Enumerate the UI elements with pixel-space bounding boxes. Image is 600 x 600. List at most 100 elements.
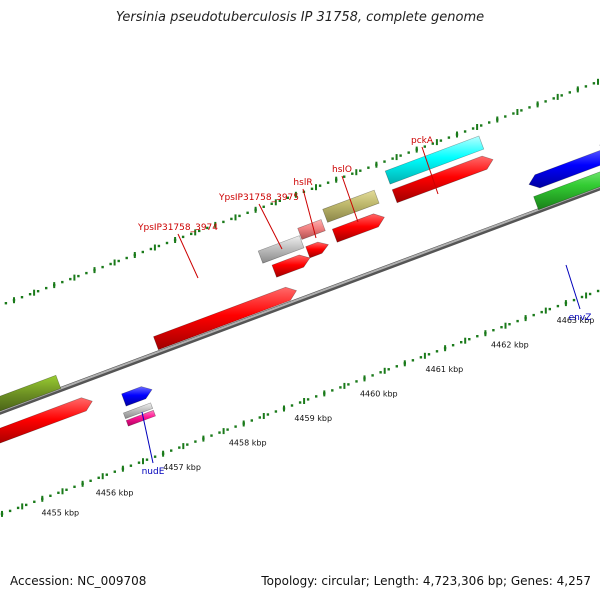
ruler-dot xyxy=(431,142,434,145)
ypsip31758-3975-rna xyxy=(257,235,305,264)
ruler-dot xyxy=(592,82,596,85)
ruler-dot xyxy=(262,205,265,208)
backbone-layer xyxy=(0,185,600,415)
ruler-dot xyxy=(198,229,201,233)
ruler-dot xyxy=(480,124,483,127)
ruler-dot xyxy=(101,265,104,269)
genome-summary-text: Topology: circular; Length: 4,723,306 bp… xyxy=(261,574,591,588)
ruler-dot xyxy=(250,419,253,422)
ruler-dot xyxy=(238,214,241,218)
ruler-dot xyxy=(343,175,346,178)
gene-label-ypsip31758_3975: YpsIP31758_3975 xyxy=(218,193,299,203)
scale-label-4458: 4458 kbp xyxy=(229,439,267,448)
ruler-dot xyxy=(145,458,149,461)
ruler-dot xyxy=(439,139,443,142)
ruler-dot xyxy=(36,290,40,293)
hslr-rna xyxy=(297,219,326,240)
gene-label-hslo: hslO xyxy=(332,165,352,175)
ruler-dot xyxy=(234,425,237,428)
scale-label-4455: 4455 kbp xyxy=(41,509,79,518)
ruler-dot xyxy=(77,274,80,278)
ruler-dot xyxy=(512,112,515,115)
ruler-dot xyxy=(117,259,120,263)
blue-cds-right xyxy=(528,150,600,189)
ruler-dot xyxy=(411,359,415,362)
ruler-dot xyxy=(290,404,294,407)
scale-label-4460: 4460 kbp xyxy=(360,390,398,399)
ruler-dot xyxy=(157,244,161,248)
ruler-dot xyxy=(258,416,261,419)
ruler-dot xyxy=(387,368,390,371)
ruler-dot xyxy=(331,389,334,392)
scale-label-4463: 4463 kbp xyxy=(557,316,595,325)
ruler-dot xyxy=(165,241,169,245)
ruler-dot xyxy=(548,307,551,311)
ruler-dot xyxy=(528,106,531,109)
envz-cds xyxy=(533,171,600,211)
leader-line-hslo xyxy=(341,175,359,223)
ruler-dot xyxy=(141,250,144,254)
ruler-dot xyxy=(73,485,76,488)
ruler-dot xyxy=(85,271,88,275)
ruler-dot xyxy=(427,353,431,356)
hslo-cds xyxy=(331,213,385,243)
grey-small-feature xyxy=(123,402,154,419)
scale-label-4461: 4461 kbp xyxy=(426,365,464,374)
gene-label-ypsip31758_3974: YpsIP31758_3974 xyxy=(137,223,218,233)
ruler-dot xyxy=(105,473,108,476)
ruler-dot xyxy=(278,199,281,202)
olive-feature xyxy=(0,374,62,412)
ruler-dot xyxy=(210,434,213,437)
ruler-dot xyxy=(339,386,342,389)
ruler-dot xyxy=(556,304,560,308)
ruler-dot xyxy=(367,166,370,169)
ruler-dot xyxy=(435,350,439,353)
ruler-dot xyxy=(137,461,141,464)
ruler-dot xyxy=(468,338,471,341)
ruler-dot xyxy=(45,286,48,290)
scale-label-4456: 4456 kbp xyxy=(96,488,134,497)
ruler-dot xyxy=(286,196,289,199)
ruler-dot xyxy=(97,476,100,479)
ruler-dot xyxy=(407,151,410,154)
ruler-dot xyxy=(206,226,209,230)
ruler-dot xyxy=(476,335,479,338)
ruler-dot xyxy=(149,247,153,251)
gene-label-hslr: hslR xyxy=(293,178,312,188)
features-layer xyxy=(0,135,600,444)
scale-label-4462: 4462 kbp xyxy=(491,341,529,350)
ruler-dot xyxy=(596,289,600,293)
ruler-dot xyxy=(532,313,535,317)
ruler-dot xyxy=(355,380,358,383)
ruler-dot xyxy=(49,494,52,497)
ruler-dot xyxy=(572,298,576,302)
ruler-dot xyxy=(270,202,273,205)
gene-label-nude: nudE xyxy=(142,467,165,477)
nude-cds-blue xyxy=(121,386,153,407)
ruler-dot xyxy=(544,100,547,103)
ruler-dot xyxy=(560,94,563,97)
magenta-small-feature xyxy=(125,409,156,427)
ruler-dot xyxy=(310,187,314,190)
ruler-dot xyxy=(326,181,330,184)
hslo-rna xyxy=(322,189,380,223)
pcka-rna xyxy=(384,135,485,185)
ruler-dot xyxy=(463,130,467,133)
ruler-dot xyxy=(194,440,197,443)
ruler-dot xyxy=(451,344,455,347)
leader-lines-layer xyxy=(141,146,581,464)
ruler-dot xyxy=(226,428,229,431)
accession-text: Accession: NC_009708 xyxy=(10,574,147,588)
ruler-dot xyxy=(488,121,491,124)
ruler-dot xyxy=(266,413,270,416)
ruler-dot xyxy=(580,295,584,299)
ruler-dot xyxy=(153,455,157,458)
ruler-dot xyxy=(447,136,451,139)
ruler-dot xyxy=(500,326,503,329)
ruler-dot xyxy=(492,329,495,332)
scale-label-4457: 4457 kbp xyxy=(163,463,201,472)
ruler-dot xyxy=(347,383,350,386)
ruler-dot xyxy=(16,506,20,510)
ruler-dot xyxy=(89,479,92,482)
